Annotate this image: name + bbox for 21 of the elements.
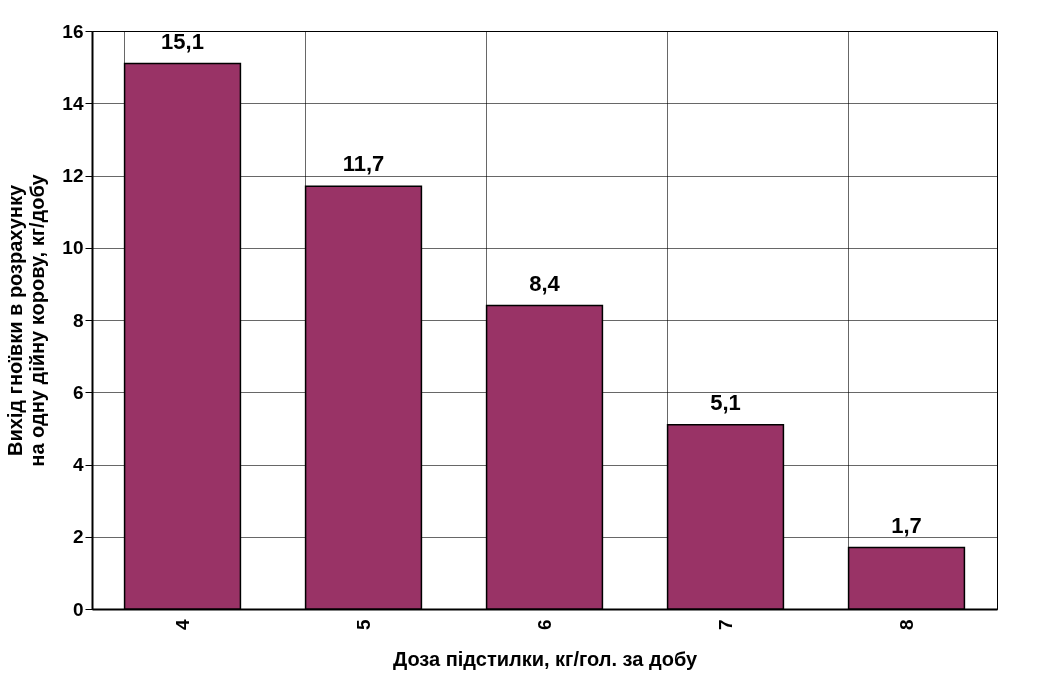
y-tick-label: 6 [72,381,84,403]
x-tick-label: 4 [171,619,193,631]
x-tick-label: 6 [533,619,555,631]
x-tick-label: 5 [352,619,374,631]
data-label: 15,1 [161,28,204,54]
data-label: 8,4 [529,270,561,296]
y-tick-label: 16 [62,20,84,42]
y-axis-title: Вихід гноївки в розрахунку на одну дійну корову, кг/добу [4,173,49,467]
y-tick-label: 12 [62,165,84,186]
y-tick-label: 8 [72,309,84,331]
y-tick-label: 0 [72,598,84,620]
y-tick-label: 14 [62,92,84,114]
x-tick-label: 8 [895,619,917,631]
y-tick-label: 10 [62,237,84,259]
y-tick-label: 2 [72,526,84,548]
x-tick-label: 7 [714,619,736,631]
y-tick-label: 4 [72,454,84,475]
data-label: 11,7 [342,151,385,177]
data-label: 5,1 [710,389,741,415]
data-label: 1,7 [891,512,922,538]
x-axis-title: Доза підстилки, кг/гол. за добу [392,648,698,671]
